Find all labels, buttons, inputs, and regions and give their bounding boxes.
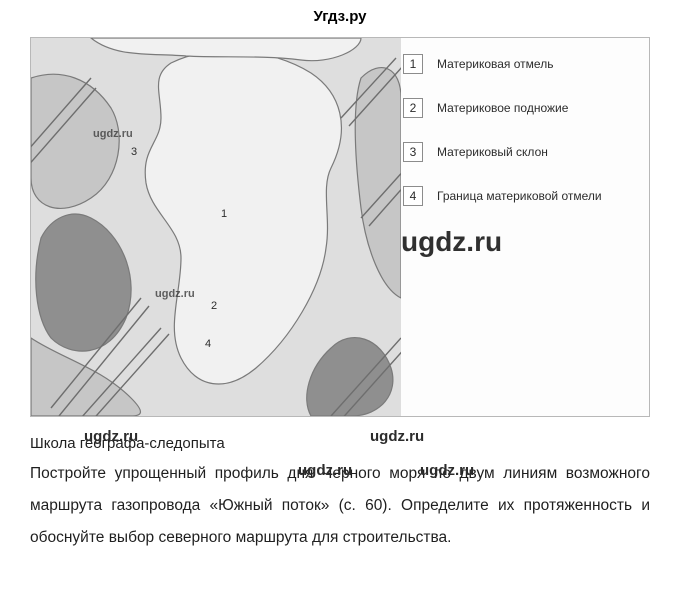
map-figure-panel: 1 Материковая отмель 2 Материковое подножие… [30, 37, 650, 417]
legend-number-box: 4 [403, 186, 423, 206]
task-text-block: Школа географа-следопыта Постройте упрощ… [0, 427, 680, 553]
watermark-text: ugdz.ru [401, 226, 502, 258]
legend-number-box: 2 [403, 98, 423, 118]
map-point-label: 1 [217, 208, 231, 222]
map-point-label: 3 [127, 146, 141, 160]
watermark-text: ugdz.ru [93, 128, 133, 140]
watermark-text: ugdz.ru [84, 428, 138, 445]
watermark-text: ugdz.ru [370, 428, 424, 445]
legend-label: Материковый склон [437, 145, 548, 159]
legend-number-box: 3 [403, 142, 423, 162]
header-title: Угдз.ру [313, 8, 366, 25]
legend-item: 2 Материковое подножие [403, 98, 633, 118]
watermark-text: ugdz.ru [155, 288, 195, 300]
legend-label: Материковое подножие [437, 101, 568, 115]
map-point-label: 4 [201, 338, 215, 352]
map-point-label: 2 [207, 300, 221, 314]
map-legend: 1 Материковая отмель 2 Материковое подножие… [403, 54, 633, 230]
legend-item: 4 Граница материковой отмели [403, 186, 633, 206]
watermark-text: ugdz.ru [420, 462, 474, 479]
continent-ocean-map [31, 38, 401, 416]
legend-label: Граница материковой отмели [437, 189, 602, 203]
legend-label: Материковая отмель [437, 57, 553, 71]
page-watermark-header: Угдз.ру [0, 8, 680, 25]
legend-item: 3 Материковый склон [403, 142, 633, 162]
watermark-text: ugdz.ru [298, 462, 352, 479]
legend-number-box: 1 [403, 54, 423, 74]
legend-item: 1 Материковая отмель [403, 54, 633, 74]
